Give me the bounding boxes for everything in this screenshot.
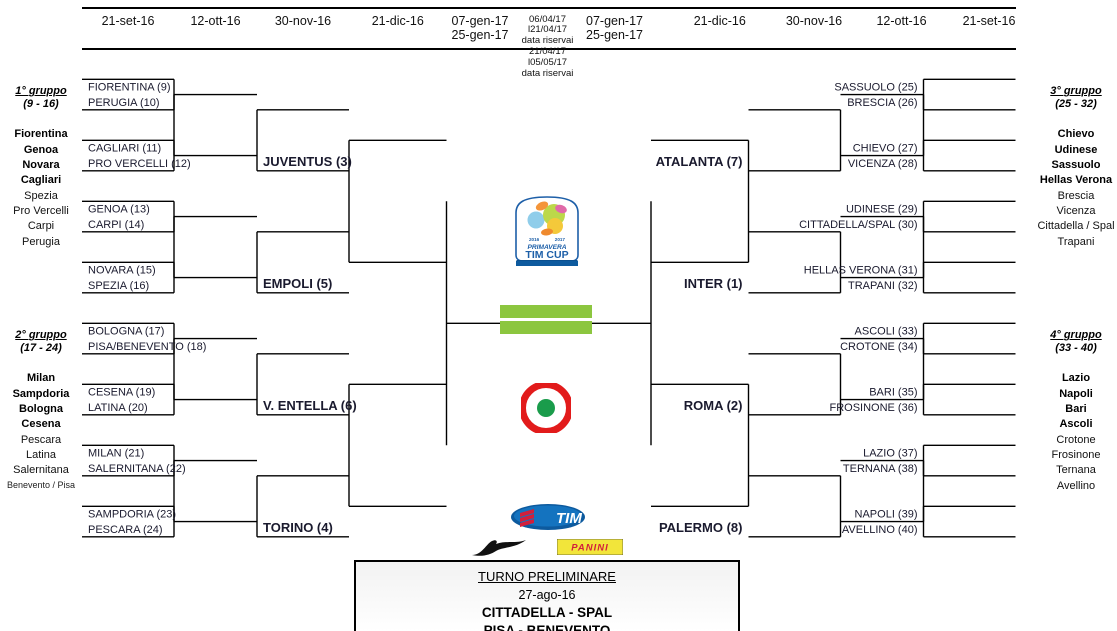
svg-text:PALERMO (8): PALERMO (8) xyxy=(659,520,743,535)
svg-text:LATINA (20): LATINA (20) xyxy=(88,402,148,414)
svg-text:TORINO (4): TORINO (4) xyxy=(263,520,333,535)
svg-text:ASCOLI (33): ASCOLI (33) xyxy=(855,326,918,338)
svg-text:ATALANTA (7): ATALANTA (7) xyxy=(656,154,743,169)
svg-text:SAMPDORIA (23): SAMPDORIA (23) xyxy=(88,509,176,521)
svg-text:CARPI (14): CARPI (14) xyxy=(88,219,144,231)
svg-text:BARI (35): BARI (35) xyxy=(869,387,917,399)
svg-text:CROTONE (34): CROTONE (34) xyxy=(840,341,917,353)
svg-text:INTER (1): INTER (1) xyxy=(684,276,743,291)
svg-text:V. ENTELLA (6): V. ENTELLA (6) xyxy=(263,398,357,413)
svg-text:CHIEVO (27): CHIEVO (27) xyxy=(853,143,918,155)
svg-text:AVELLINO (40): AVELLINO (40) xyxy=(842,524,918,536)
svg-text:CITTADELLA/SPAL (30): CITTADELLA/SPAL (30) xyxy=(799,219,917,231)
svg-text:SPEZIA (16): SPEZIA (16) xyxy=(88,280,149,292)
svg-text:TIM CUP: TIM CUP xyxy=(525,249,568,261)
svg-text:UDINESE (29): UDINESE (29) xyxy=(846,204,918,216)
svg-text:SALERNITANA (22): SALERNITANA (22) xyxy=(88,463,186,475)
svg-text:GENOA (13): GENOA (13) xyxy=(88,204,150,216)
svg-text:PESCARA (24): PESCARA (24) xyxy=(88,524,163,536)
svg-text:JUVENTUS (3): JUVENTUS (3) xyxy=(263,154,352,169)
svg-text:SASSUOLO (25): SASSUOLO (25) xyxy=(834,82,917,94)
svg-text:BOLOGNA (17): BOLOGNA (17) xyxy=(88,326,164,338)
svg-text:TIM: TIM xyxy=(556,510,582,527)
svg-text:PANINI: PANINI xyxy=(571,543,609,554)
svg-text:MILAN (21): MILAN (21) xyxy=(88,448,144,460)
svg-text:HELLAS VERONA (31): HELLAS VERONA (31) xyxy=(804,265,918,277)
svg-text:NAPOLI (39): NAPOLI (39) xyxy=(855,509,918,521)
svg-text:FIORENTINA (9): FIORENTINA (9) xyxy=(88,82,171,94)
svg-text:2017: 2017 xyxy=(555,237,566,242)
svg-text:TERNANA (38): TERNANA (38) xyxy=(843,463,918,475)
svg-text:PRO VERCELLI (12): PRO VERCELLI (12) xyxy=(88,158,191,170)
svg-text:PERUGIA (10): PERUGIA (10) xyxy=(88,97,160,109)
svg-text:TRAPANI (32): TRAPANI (32) xyxy=(848,280,917,292)
svg-text:FROSINONE (36): FROSINONE (36) xyxy=(829,402,917,414)
svg-text:CAGLIARI (11): CAGLIARI (11) xyxy=(88,143,161,155)
svg-text:LAZIO (37): LAZIO (37) xyxy=(863,448,917,460)
svg-text:ROMA (2): ROMA (2) xyxy=(684,398,743,413)
svg-text:2016: 2016 xyxy=(529,237,540,242)
svg-text:EMPOLI (5): EMPOLI (5) xyxy=(263,276,332,291)
svg-text:BRESCIA (26): BRESCIA (26) xyxy=(847,97,917,109)
svg-text:CESENA (19): CESENA (19) xyxy=(88,387,155,399)
svg-text:NOVARA (15): NOVARA (15) xyxy=(88,265,156,277)
svg-text:VICENZA (28): VICENZA (28) xyxy=(848,158,918,170)
svg-text:PISA/BENEVENTO (18): PISA/BENEVENTO (18) xyxy=(88,341,206,353)
